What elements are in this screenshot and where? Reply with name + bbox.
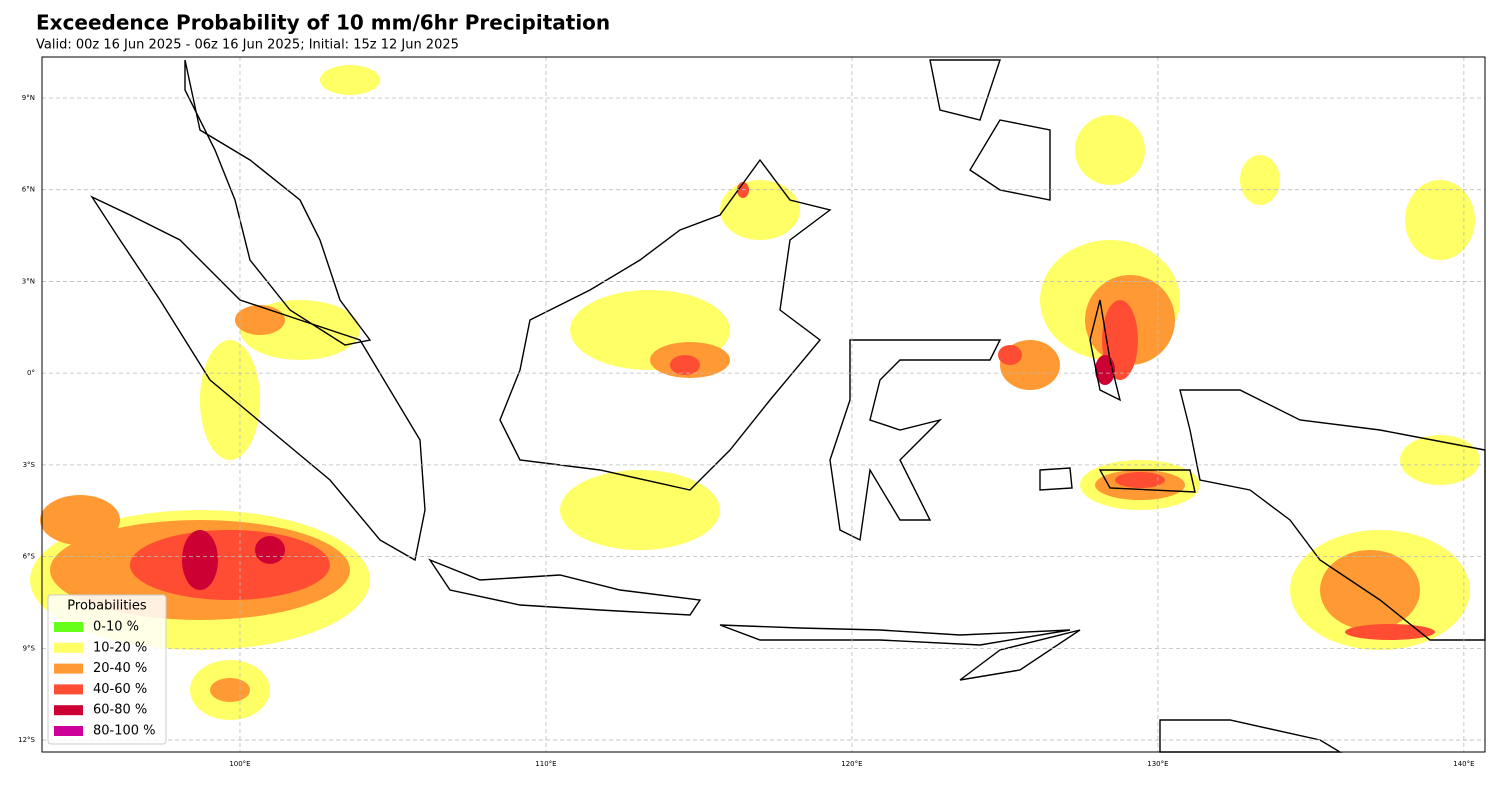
legend-swatch (54, 705, 83, 716)
legend-swatch (54, 663, 83, 674)
lat-tick-label: 9°S (23, 644, 36, 652)
lat-tick-label: 0° (27, 369, 35, 377)
graticule: 100°E 110°E 120°E 130°E 140°E 9°N 6°N 3°N 0° 3°S 6… (18, 57, 1485, 768)
legend-title: Probabilities (67, 599, 147, 614)
subtitle: Valid: 00z 16 Jun 2025 - 06z 16 Jun 2025… (36, 38, 459, 53)
lon-tick-label: 120°E (841, 760, 862, 768)
legend-label: 60-80 % (93, 703, 147, 718)
legend-swatch (54, 642, 83, 653)
map-frame (41, 56, 1486, 753)
legend-swatch (54, 622, 83, 632)
legend-label: 0-10 % (93, 620, 139, 635)
lat-tick-label: 6°S (23, 553, 36, 561)
legend-label: 10-20 % (93, 640, 147, 655)
legend: Probabilities 0-10 % 10-20 % 20-40 % 40-60 … (47, 594, 167, 745)
lat-tick-label: 12°S (18, 736, 35, 744)
lon-tick-label: 100°E (229, 760, 250, 768)
legend-label: 80-100 % (93, 724, 156, 739)
lat-tick-label: 3°S (23, 461, 36, 469)
precipitation-field (30, 65, 1480, 720)
legend-swatch (54, 726, 83, 736)
coastlines (90, 59, 1486, 753)
legend-swatch (54, 684, 83, 695)
lon-tick-label: 130°E (1147, 760, 1168, 768)
legend-label: 20-40 % (93, 661, 147, 676)
lat-tick-label: 3°N (22, 277, 35, 285)
legend-label: 40-60 % (93, 682, 147, 697)
lat-tick-label: 6°N (22, 186, 35, 194)
lat-tick-label: 9°N (22, 94, 35, 102)
lon-tick-label: 110°E (535, 760, 556, 768)
title: Exceedence Probability of 10 mm/6hr Prec… (36, 11, 610, 35)
lon-tick-label: 140°E (1453, 760, 1474, 768)
